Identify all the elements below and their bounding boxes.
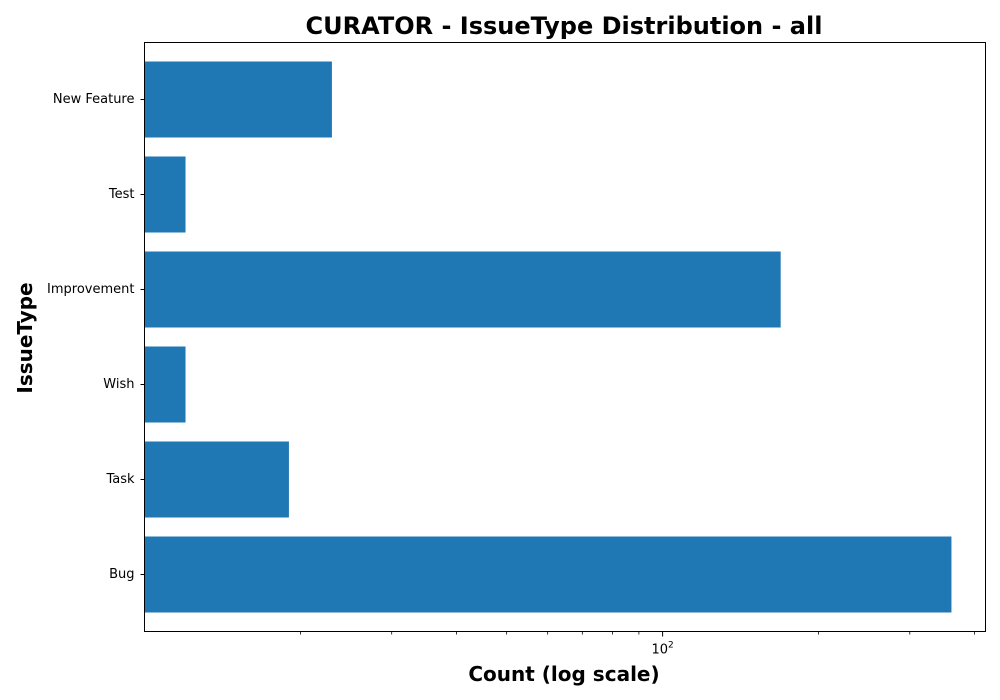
bar-wish <box>144 346 186 423</box>
y-tick-label: New Feature <box>53 92 135 107</box>
y-axis-ticks: Bug Task Wish Improvement Test New Feature <box>47 92 145 582</box>
bar-new-feature <box>144 61 332 138</box>
bar-test <box>144 156 186 233</box>
y-tick-label: Bug <box>109 567 134 582</box>
x-tick-label: 102 <box>651 641 673 658</box>
y-axis-label: IssueType <box>13 282 37 393</box>
x-axis-label: Count (log scale) <box>468 662 659 686</box>
chart-title: CURATOR - IssueType Distribution - all <box>306 12 823 40</box>
bar-task <box>144 441 289 518</box>
y-tick-label: Improvement <box>47 282 134 297</box>
bar-bug <box>144 536 952 613</box>
y-tick-label: Task <box>105 472 135 487</box>
plot-frame <box>144 42 986 632</box>
y-tick-label: Test <box>108 187 135 202</box>
bar-improvement <box>144 251 781 328</box>
x-axis-ticks: 102 <box>300 631 975 658</box>
bars-group <box>144 61 952 613</box>
y-tick-label: Wish <box>103 377 134 392</box>
